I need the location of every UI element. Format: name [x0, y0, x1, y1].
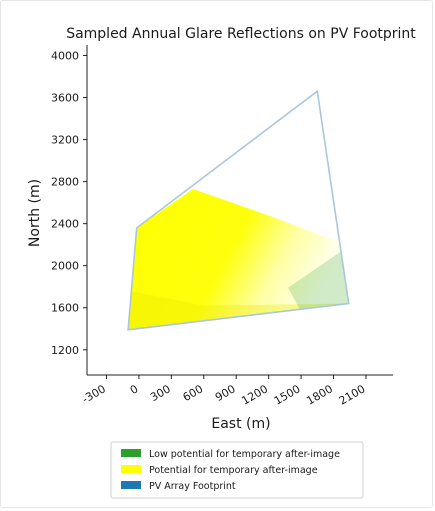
y-tick-label: 3600	[51, 92, 79, 105]
glare-band	[128, 290, 349, 330]
pv-array-footprint	[127, 89, 350, 331]
glare-region-potential	[128, 189, 349, 330]
legend-label: Low potential for temporary after-image	[149, 449, 340, 460]
y-axis-label: North (m)	[27, 179, 43, 247]
legend-box	[110, 441, 364, 499]
legend: Low potential for temporary after-image P…	[110, 441, 364, 499]
x-tick-label: 600	[181, 382, 206, 404]
y-tick-label: 4000	[51, 50, 79, 63]
legend-label: Potential for temporary after-image	[149, 465, 318, 476]
chart-title: Sampled Annual Glare Reflections on PV F…	[66, 26, 416, 42]
y-tick-label: 2000	[51, 260, 79, 273]
plot-area	[127, 89, 350, 331]
x-tick-label: -300	[80, 382, 108, 406]
x-tick-label: 900	[213, 382, 238, 404]
glare-region-low-potential	[288, 249, 349, 312]
legend-swatch	[121, 481, 141, 489]
y-tick-label: 2800	[51, 176, 79, 189]
y-tick-label: 3200	[51, 134, 79, 147]
x-tick-label: 300	[148, 382, 173, 404]
y-tick-label: 1600	[51, 302, 79, 315]
legend-swatch	[121, 449, 141, 457]
y-tick-label: 1200	[51, 344, 79, 357]
x-axis-label: East (m)	[211, 416, 270, 432]
x-tick-label: 1200	[239, 382, 270, 407]
x-tick-label: 2100	[337, 382, 368, 407]
x-tick-label: 0	[128, 382, 141, 397]
x-tick-label: 1500	[272, 382, 303, 407]
legend-label: PV Array Footprint	[149, 481, 236, 492]
x-tick-label: 1800	[304, 382, 335, 407]
y-tick-label: 2400	[51, 218, 79, 231]
legend-swatch	[121, 465, 141, 473]
